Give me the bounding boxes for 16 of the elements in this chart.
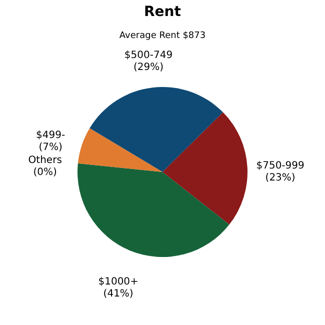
data-label: (29%) <box>133 62 164 73</box>
data-label: (23%) <box>265 172 296 184</box>
data-label: (41%) <box>103 288 134 300</box>
category-label: Others <box>28 155 62 166</box>
chart-title: Rent <box>144 4 182 20</box>
slice-label: $499- <box>36 130 66 141</box>
pie-slice <box>162 112 248 225</box>
pie-slice <box>78 128 162 172</box>
text: (0%) <box>33 167 57 178</box>
slice-label: $500-749 <box>124 50 173 61</box>
chart-subtitle: Average Rent $873 <box>119 31 206 41</box>
data-label: (7%) <box>38 142 62 153</box>
pie-slice <box>78 163 230 257</box>
slice-label: $1000+ <box>98 276 138 288</box>
pie-slice <box>90 87 224 172</box>
slice-label: $750-999 <box>256 160 304 172</box>
